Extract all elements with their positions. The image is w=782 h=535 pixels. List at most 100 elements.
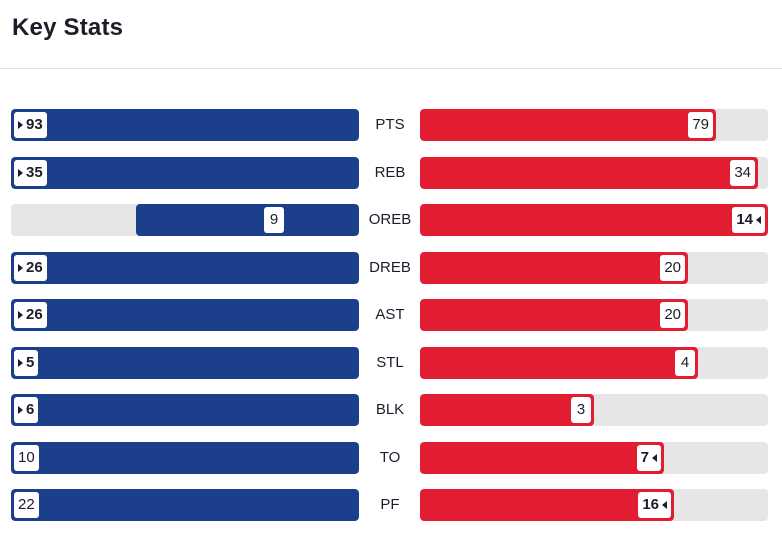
leader-arrow-icon — [662, 501, 667, 509]
right-team-value: 14 — [732, 207, 765, 233]
leader-arrow-icon — [18, 359, 23, 367]
stat-label: BLK — [375, 401, 405, 418]
right-team-value-text: 34 — [734, 164, 751, 181]
right-team-bar-track: 7 — [420, 442, 768, 474]
stat-label: REB — [374, 164, 406, 181]
left-team-bar-track: 5 — [11, 347, 359, 379]
right-team-value: 79 — [688, 112, 713, 138]
right-team-bar-track: 14 — [420, 204, 768, 236]
left-team-bar-track: 93 — [11, 109, 359, 141]
right-team-value-text: 16 — [642, 496, 659, 513]
right-team-bar-fill: 16 — [420, 489, 674, 521]
right-team-bar-fill: 7 — [420, 442, 664, 474]
right-team-value: 7 — [636, 445, 661, 471]
right-team-value-text: 20 — [664, 306, 681, 323]
left-team-value-text: 35 — [26, 164, 43, 181]
right-team-bar-fill: 20 — [420, 299, 688, 331]
right-team-bar-fill: 3 — [420, 394, 594, 426]
left-team-value: 22 — [14, 492, 39, 518]
right-team-bar-fill: 79 — [420, 109, 716, 141]
left-team-bar-fill: 26 — [11, 299, 359, 331]
stat-row-ast: 26 AST 20 — [0, 299, 782, 331]
left-team-value-text: 10 — [18, 449, 35, 466]
right-team-value-text: 3 — [576, 401, 586, 418]
left-team-value-text: 9 — [269, 211, 279, 228]
left-team-bar-track: 9 — [11, 204, 359, 236]
left-team-value: 26 — [14, 302, 47, 328]
leader-arrow-icon — [652, 454, 657, 462]
right-team-value-text: 79 — [692, 116, 709, 133]
left-team-value-text: 26 — [26, 259, 43, 276]
right-team-bar-track: 20 — [420, 252, 768, 284]
left-team-bar-track: 26 — [11, 299, 359, 331]
left-team-bar-fill: 26 — [11, 252, 359, 284]
left-team-value: 6 — [14, 397, 39, 423]
header-divider — [0, 68, 782, 69]
left-team-bar-fill: 93 — [11, 109, 359, 141]
right-team-bar-fill: 20 — [420, 252, 688, 284]
stat-label: DREB — [369, 259, 411, 276]
leader-arrow-icon — [18, 406, 23, 414]
right-team-value: 20 — [660, 255, 685, 281]
left-team-bar-fill: 10 — [11, 442, 359, 474]
stat-label: STL — [376, 354, 404, 371]
right-team-bar-track: 16 — [420, 489, 768, 521]
right-team-value: 16 — [638, 492, 671, 518]
stat-row-reb: 35 REB 34 — [0, 157, 782, 189]
right-team-value: 20 — [660, 302, 685, 328]
right-team-value-text: 14 — [736, 211, 753, 228]
stat-row-blk: 6 BLK 3 — [0, 394, 782, 426]
leader-arrow-icon — [18, 264, 23, 272]
left-team-bar-fill: 35 — [11, 157, 359, 189]
stat-label: PTS — [375, 116, 405, 133]
left-team-value: 93 — [14, 112, 47, 138]
right-team-bar-fill: 4 — [420, 347, 698, 379]
right-team-value-text: 20 — [664, 259, 681, 276]
left-team-bar-track: 35 — [11, 157, 359, 189]
stat-row-to: 10 TO 7 — [0, 442, 782, 474]
right-team-bar-fill: 14 — [420, 204, 768, 236]
right-team-bar-track: 79 — [420, 109, 768, 141]
stat-label: TO — [379, 449, 401, 466]
right-team-value: 4 — [675, 350, 695, 376]
left-team-bar-track: 22 — [11, 489, 359, 521]
leader-arrow-icon — [18, 169, 23, 177]
right-team-value: 3 — [571, 397, 591, 423]
left-team-value-text: 22 — [18, 496, 35, 513]
right-team-value: 34 — [730, 160, 755, 186]
right-team-bar-track: 20 — [420, 299, 768, 331]
stat-label: OREB — [368, 211, 412, 228]
stat-label: AST — [375, 306, 405, 323]
right-team-bar-fill: 34 — [420, 157, 758, 189]
left-team-bar-track: 6 — [11, 394, 359, 426]
right-team-value-text: 4 — [680, 354, 690, 371]
stat-label: PF — [380, 496, 400, 513]
stat-row-oreb: 9 OREB 14 — [0, 204, 782, 236]
stat-row-pts: 93 PTS 79 — [0, 109, 782, 141]
left-team-value-text: 26 — [26, 306, 43, 323]
stat-row-pf: 22 PF 16 — [0, 489, 782, 521]
left-team-bar-fill: 22 — [11, 489, 359, 521]
left-team-value: 35 — [14, 160, 47, 186]
left-team-bar-fill: 9 — [136, 204, 359, 236]
left-team-value: 26 — [14, 255, 47, 281]
right-team-bar-track: 4 — [420, 347, 768, 379]
leader-arrow-icon — [756, 216, 761, 224]
right-team-value-text: 7 — [640, 449, 649, 466]
page-title: Key Stats — [12, 14, 124, 41]
left-team-bar-track: 10 — [11, 442, 359, 474]
stat-row-stl: 5 STL 4 — [0, 347, 782, 379]
leader-arrow-icon — [18, 121, 23, 129]
left-team-value-text: 5 — [26, 354, 35, 371]
leader-arrow-icon — [18, 311, 23, 319]
stat-row-dreb: 26 DREB 20 — [0, 252, 782, 284]
left-team-value-text: 93 — [26, 116, 43, 133]
left-team-bar-fill: 5 — [11, 347, 359, 379]
left-team-bar-fill: 6 — [11, 394, 359, 426]
right-team-bar-track: 34 — [420, 157, 768, 189]
right-team-bar-track: 3 — [420, 394, 768, 426]
left-team-value: 5 — [14, 350, 39, 376]
left-team-value: 10 — [14, 445, 39, 471]
left-team-value: 9 — [264, 207, 284, 233]
left-team-bar-track: 26 — [11, 252, 359, 284]
